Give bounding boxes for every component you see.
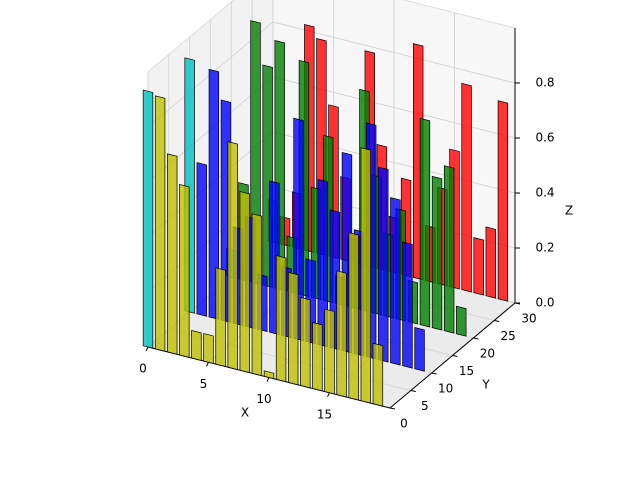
x-tick — [327, 392, 330, 397]
x-tick — [266, 377, 270, 382]
bar — [443, 165, 455, 334]
y-tick — [410, 390, 416, 392]
x-axis-label: X — [241, 406, 249, 420]
x-tick-label: 0 — [139, 362, 147, 376]
bar — [431, 175, 443, 331]
y-tick-label: 30 — [521, 312, 536, 326]
bar — [372, 342, 384, 407]
y-tick-label: 25 — [501, 329, 516, 343]
y-tick-label: 20 — [480, 347, 495, 361]
bar — [142, 89, 154, 349]
z-tick-label: 0.2 — [535, 241, 554, 255]
y-axis — [389, 302, 516, 409]
bar — [324, 308, 335, 395]
bar — [191, 330, 202, 361]
bar — [227, 141, 238, 371]
bar — [419, 117, 431, 328]
bar — [251, 213, 263, 377]
bar — [312, 322, 323, 392]
bar — [378, 166, 389, 363]
y-tick-label: 15 — [459, 364, 474, 378]
bar — [485, 226, 496, 299]
y-tick — [473, 337, 479, 340]
z-axis-label: Z — [565, 204, 573, 218]
z-tick-label: 0.6 — [535, 131, 554, 145]
bar — [360, 147, 371, 404]
x-tick-label: 10 — [256, 392, 271, 406]
y-tick-label: 10 — [438, 382, 453, 396]
x-tick — [206, 362, 209, 367]
bar — [497, 100, 509, 302]
bar — [154, 95, 166, 352]
x-tick-label: 15 — [317, 407, 332, 421]
bar — [288, 271, 299, 386]
bar — [263, 370, 275, 380]
bar — [203, 333, 214, 364]
y-tick — [389, 407, 396, 410]
bar — [461, 82, 472, 293]
bar — [179, 183, 190, 358]
bar — [414, 327, 425, 372]
y-tick-label: 0 — [400, 417, 408, 431]
bar — [239, 190, 250, 374]
bar — [215, 267, 226, 367]
z-tick-label: 0.0 — [535, 296, 554, 310]
bar — [300, 296, 311, 389]
z-tick-label: 0.8 — [535, 76, 554, 90]
y-tick — [494, 320, 500, 322]
x-tick-label: 5 — [200, 377, 208, 391]
bar — [167, 153, 178, 355]
z-tick-label: 0.4 — [535, 186, 554, 200]
bar — [390, 197, 401, 366]
y-tick-label: 5 — [421, 399, 429, 413]
bar — [275, 255, 287, 383]
bar — [402, 241, 413, 369]
bar — [456, 305, 467, 337]
y-tick — [452, 355, 458, 357]
y-tick — [431, 372, 437, 375]
bar — [473, 237, 484, 296]
y-axis-label: Y — [481, 378, 490, 392]
bar — [336, 270, 347, 398]
bar — [348, 232, 359, 401]
x-tick — [145, 346, 149, 352]
bar — [196, 162, 207, 317]
